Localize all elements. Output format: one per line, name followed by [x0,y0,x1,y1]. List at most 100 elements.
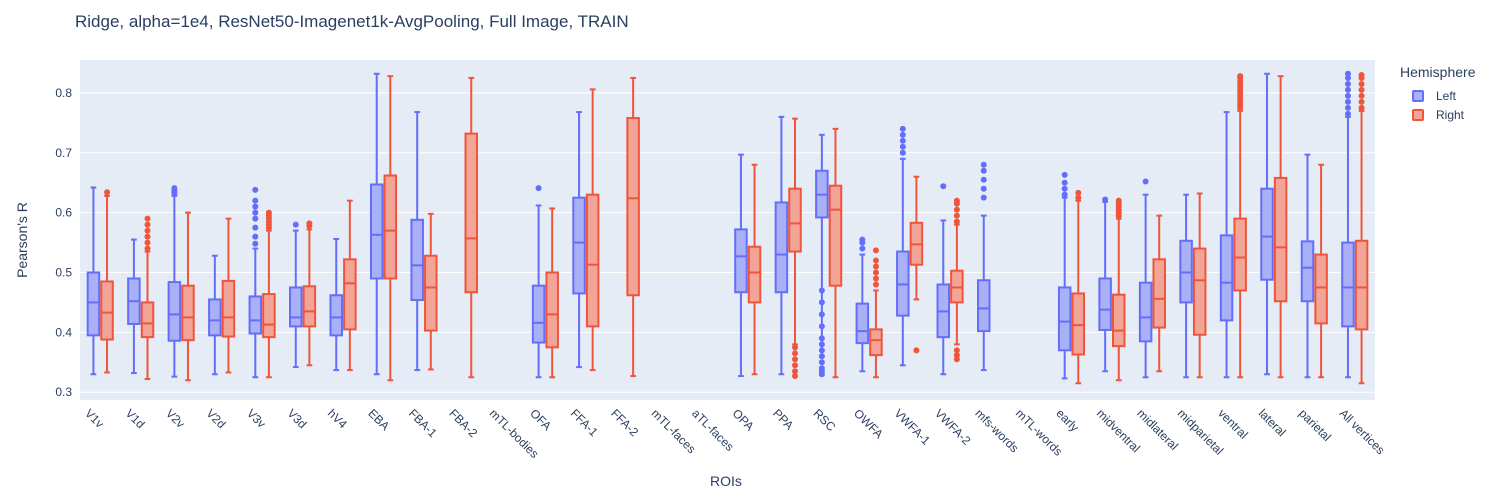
outlier-point [252,224,259,231]
outlier-point [1061,191,1068,198]
box-iqr [774,201,789,294]
box-iqr [289,286,303,328]
box-right [343,199,357,372]
outlier-point [1075,194,1082,201]
box-right [869,247,883,379]
box-iqr [1192,247,1207,336]
box-iqr [410,218,424,302]
box-left [410,111,424,372]
outlier-point [818,287,825,294]
x-tick-label: parietal [1296,406,1334,444]
box-right [585,88,600,372]
outlier-point [1075,189,1082,196]
box-right [1233,73,1247,379]
box-iqr [329,294,343,337]
box-left [1057,171,1072,380]
box-left [1300,153,1315,379]
chart-title: Ridge, alpha=1e4, ResNet50-Imagenet1k-Av… [75,12,629,31]
legend[interactable]: Hemisphere Left Right [1400,64,1475,124]
box-iqr [1057,286,1072,352]
outlier-point [818,365,825,372]
outlier-point [1344,80,1351,87]
box-left [1341,70,1355,379]
outlier-point [252,240,259,247]
box-left [127,238,141,375]
outlier-point [818,299,825,306]
outlier-point [818,335,825,342]
plot-area [80,60,1375,400]
outlier-point [818,311,825,318]
x-tick-label: V2v [163,406,188,431]
box-iqr [100,280,114,341]
x-axis-ticks: V1v V1d V2v V2d V3v V3d hV4 EBA FBA-1 FBA-2 mTL-bo… [82,406,1387,461]
outlier-point [859,236,866,243]
box-right [1112,197,1126,382]
outlier-point [1142,178,1149,185]
outlier-point [292,221,299,228]
box-iqr [1273,176,1288,303]
y-tick-label: 0.3 [55,385,72,399]
series-left [86,70,1355,380]
box-iqr [869,328,883,357]
box-iqr [424,254,438,332]
x-tick-label: EBA [365,406,392,433]
outlier-point [1358,86,1365,93]
outlier-point [913,347,920,354]
box-iqr [531,284,546,344]
box-iqr [369,183,384,280]
outlier-point [306,220,313,227]
box-iqr [1112,293,1126,348]
outlier-point [953,347,960,354]
legend-label-right: Right [1436,107,1465,122]
outlier-point [953,197,960,204]
box-iqr [788,187,802,253]
box-iqr [585,193,600,328]
box-right [100,189,114,374]
y-tick-label: 0.5 [55,266,72,280]
outlier-point [1102,196,1109,203]
outlier-point [1237,73,1244,80]
outlier-point [953,206,960,213]
outlier-point [899,149,906,156]
outlier-point [792,368,799,375]
box-right [262,209,276,379]
outlier-point [818,323,825,330]
box-right [828,127,843,379]
box-left [936,183,951,376]
box-right [909,175,924,354]
x-tick-label: ventral [1215,406,1250,441]
box-right [383,75,398,382]
box-left [86,186,101,376]
box-iqr [1071,292,1086,356]
y-tick-label: 0.8 [55,86,72,100]
x-tick-label: RSC [811,406,839,434]
x-tick-label: OWFA [851,406,886,441]
legend-item-right[interactable]: Right [1400,105,1475,124]
outlier-point [144,227,151,234]
box-iqr [464,132,479,294]
outlier-point [252,233,259,240]
box-left [896,125,910,367]
x-tick-label: hV4 [325,406,350,431]
legend-label-left: Left [1436,88,1457,103]
outlier-point [144,221,151,228]
legend-item-left[interactable]: Left [1400,86,1475,105]
x-tick-label: FBA-2 [446,406,480,440]
box-right [221,217,236,374]
box-left [1138,178,1153,379]
box-iqr [1354,239,1369,331]
outlier-point [252,209,259,216]
box-left [855,236,870,373]
box-left [329,237,343,372]
outlier-point [872,269,879,276]
box-iqr [181,284,195,342]
box-iqr [1300,240,1315,303]
box-iqr [1098,277,1112,331]
box-left [1098,196,1112,373]
outlier-point [144,245,151,252]
box-iqr [747,245,762,304]
x-tick-label: VWFA-2 [932,406,974,448]
outlier-point [872,281,879,288]
outlier-point [1344,70,1351,77]
